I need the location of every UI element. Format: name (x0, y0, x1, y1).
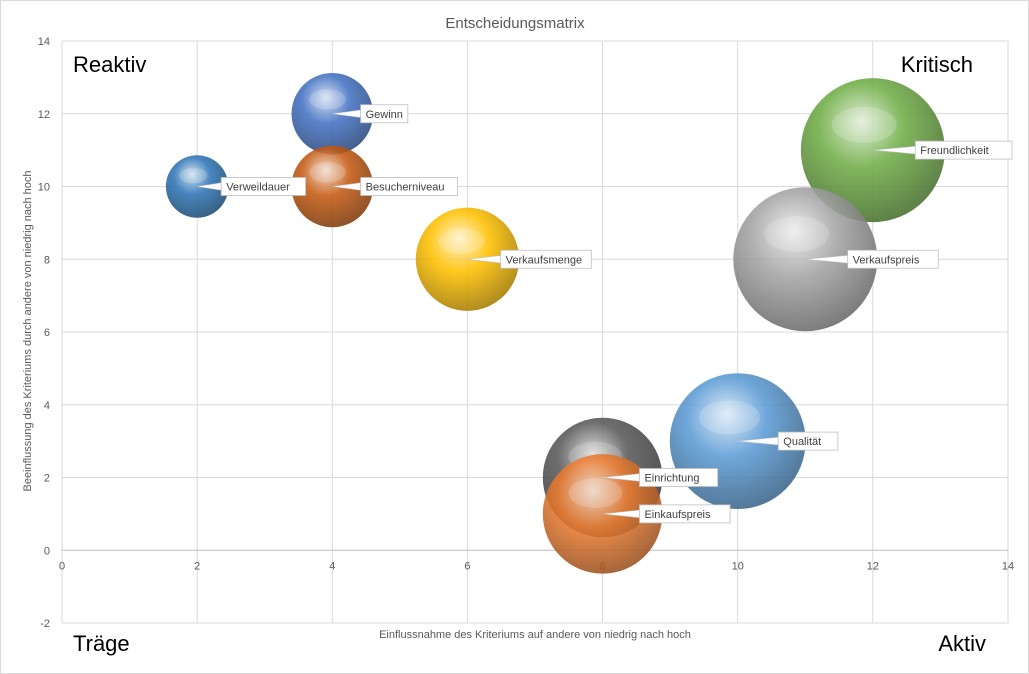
chart-title: Entscheidungsmatrix (445, 15, 585, 32)
x-tick-label: 14 (1002, 560, 1014, 572)
label-box (639, 504, 731, 524)
bubble-highlight (179, 167, 208, 184)
label-box (360, 177, 458, 196)
label-box (500, 249, 592, 269)
bubble-highlight (831, 106, 897, 143)
data-label: Qualität (783, 436, 821, 448)
bubble-highlight (438, 228, 485, 255)
quadrant-label-aktiv: Aktiv (938, 631, 986, 656)
x-tick-label: 6 (464, 560, 470, 572)
y-tick-label: 2 (44, 473, 50, 485)
y-tick-label: 6 (44, 327, 50, 339)
bubble-highlight (568, 478, 623, 508)
bubble-highlight (309, 89, 346, 110)
bubbles (165, 72, 945, 574)
x-axis-title: Einflussnahme des Kriteriums auf andere … (379, 629, 691, 641)
data-label: Einkaufspreis (644, 509, 711, 521)
data-label: Gewinn (366, 109, 403, 121)
label-box (847, 249, 939, 269)
label-box (220, 177, 307, 196)
bubble-highlight (698, 400, 761, 435)
bubble-highlight (764, 216, 830, 253)
x-tick-label: 10 (732, 560, 744, 572)
y-tick-label: 14 (38, 36, 50, 48)
label-box (360, 104, 409, 124)
data-label: Verweildauer (226, 182, 290, 194)
x-tick-label: 4 (329, 560, 335, 572)
y-axis-title: Beeinflussung des Kriteriums durch ander… (22, 170, 34, 491)
quadrant-label-reaktiv: Reaktiv (73, 52, 146, 77)
quadrant-label-traege: Träge (73, 631, 130, 656)
label-box (639, 468, 719, 487)
data-labels: Gewinn Verweildauer Besucherniveau Verkaufs… (197, 104, 1013, 524)
data-label: Freundlichkeit (920, 145, 988, 157)
x-tick-label: 12 (867, 560, 879, 572)
y-tick-label: 0 (44, 545, 50, 557)
y-tick-label: 4 (44, 400, 50, 412)
label-box (777, 431, 839, 451)
data-label: Verkaufspreis (853, 254, 920, 266)
x-tick-label: 2 (194, 560, 200, 572)
y-tick-label: 12 (38, 109, 50, 121)
y-tick-label: 8 (44, 254, 50, 266)
data-label: Einrichtung (644, 473, 699, 485)
x-tick-label: 0 (59, 560, 65, 572)
y-tick-label: -2 (40, 618, 50, 630)
data-label: Verkaufsmenge (506, 254, 582, 266)
y-tick-label: 10 (38, 182, 50, 194)
quadrant-label-kritisch: Kritisch (901, 52, 973, 77)
bubble-highlight (309, 162, 346, 183)
label-box (914, 140, 1013, 160)
data-label: Besucherniveau (366, 182, 445, 194)
